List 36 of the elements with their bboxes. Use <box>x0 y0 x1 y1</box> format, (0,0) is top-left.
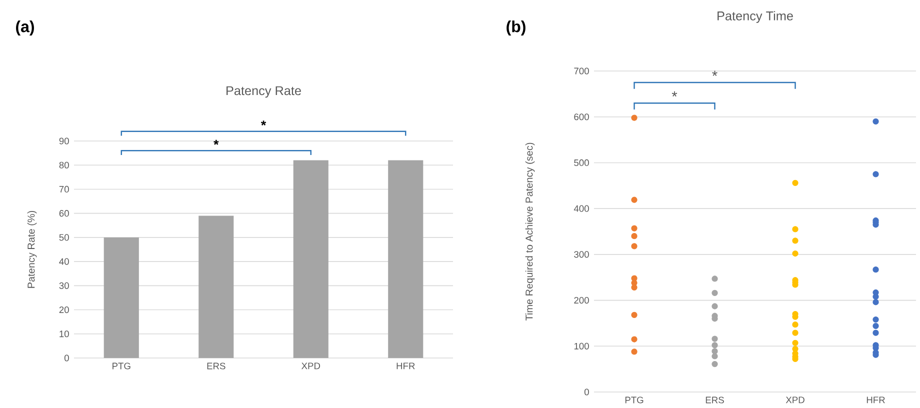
y-tick-label: 400 <box>574 205 589 212</box>
y-tick-label: 80 <box>59 162 69 168</box>
y-tick-label: 0 <box>64 354 69 362</box>
chart-title: Patency Time <box>718 11 793 23</box>
y-axis-title: Time Required to Achieve Patency (sec) <box>525 142 535 321</box>
x-tick-label: XPD <box>786 396 804 404</box>
y-tick-label: 50 <box>59 234 69 241</box>
x-tick-label: PTG <box>112 362 130 370</box>
y-tick-label: 200 <box>574 297 589 304</box>
y-axis-title: Patency Rate (%) <box>27 210 37 288</box>
y-tick-label: 70 <box>59 186 69 193</box>
x-tick-label: HFR <box>866 396 885 404</box>
x-tick-label: HFR <box>396 362 415 370</box>
annotation: * <box>214 140 219 145</box>
y-tick-label: 0 <box>584 388 589 396</box>
x-tick-label: XPD <box>301 362 320 370</box>
annotation: * <box>672 91 678 97</box>
chart-title: Patency Rate <box>226 86 301 98</box>
y-tick-label: 100 <box>574 342 589 350</box>
y-tick-label: 20 <box>59 306 69 314</box>
y-tick-label: 40 <box>59 258 69 265</box>
y-tick-label: 30 <box>59 282 69 289</box>
y-tick-label: 700 <box>574 68 589 74</box>
text: * <box>260 120 266 126</box>
annotation: * <box>712 70 718 76</box>
y-tick-label: 10 <box>60 330 69 338</box>
y-tick-label: 500 <box>574 159 589 166</box>
text: (a) <box>16 20 34 36</box>
x-tick-label: ERS <box>706 396 724 404</box>
y-tick-label: 600 <box>574 114 589 120</box>
y-tick-label: 300 <box>574 251 589 258</box>
y-tick-label: 90 <box>59 138 69 144</box>
y-tick-label: 60 <box>59 210 69 217</box>
x-tick-label: ERS <box>207 362 226 370</box>
text: (b) <box>506 20 526 36</box>
x-tick-label: PTG <box>625 396 644 404</box>
